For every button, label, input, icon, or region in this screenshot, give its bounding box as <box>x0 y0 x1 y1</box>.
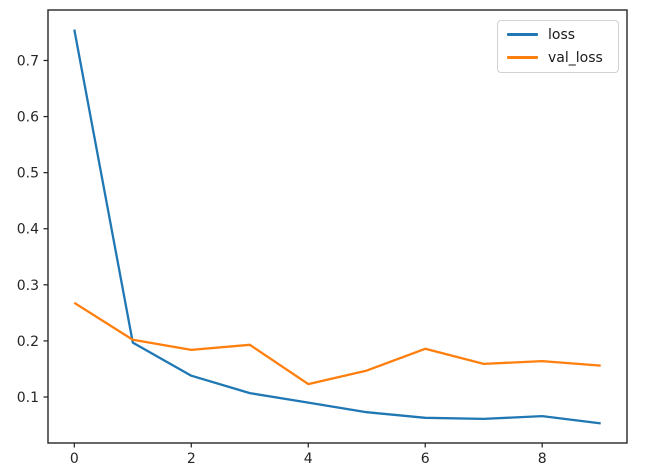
loss-line-sample <box>507 33 538 36</box>
plot-frame <box>47 9 628 444</box>
x-tick-label: 6 <box>421 451 430 467</box>
y-tick-label: 0.7 <box>17 53 39 69</box>
legend: loss val_loss <box>497 20 619 73</box>
x-tick-label: 2 <box>187 451 196 467</box>
y-tick-label: 0.4 <box>17 222 39 238</box>
legend-item-loss: loss <box>507 28 610 42</box>
val-loss-line <box>73 301 601 386</box>
legend-label-val-loss: val_loss <box>548 49 603 66</box>
y-tick-label: 0.1 <box>17 390 39 406</box>
loss-line <box>73 29 601 425</box>
y-tick-label: 0.3 <box>17 278 39 294</box>
x-tick-label: 0 <box>70 451 79 467</box>
y-tick-label: 0.6 <box>17 110 39 126</box>
x-tick-label: 8 <box>538 451 547 467</box>
y-tick-label: 0.2 <box>17 334 39 350</box>
legend-label-loss: loss <box>548 26 576 43</box>
val-loss-line-sample <box>507 56 538 59</box>
y-tick-label: 0.5 <box>17 166 39 182</box>
x-tick-label: 4 <box>304 451 313 467</box>
legend-item-val-loss: val_loss <box>507 51 610 65</box>
